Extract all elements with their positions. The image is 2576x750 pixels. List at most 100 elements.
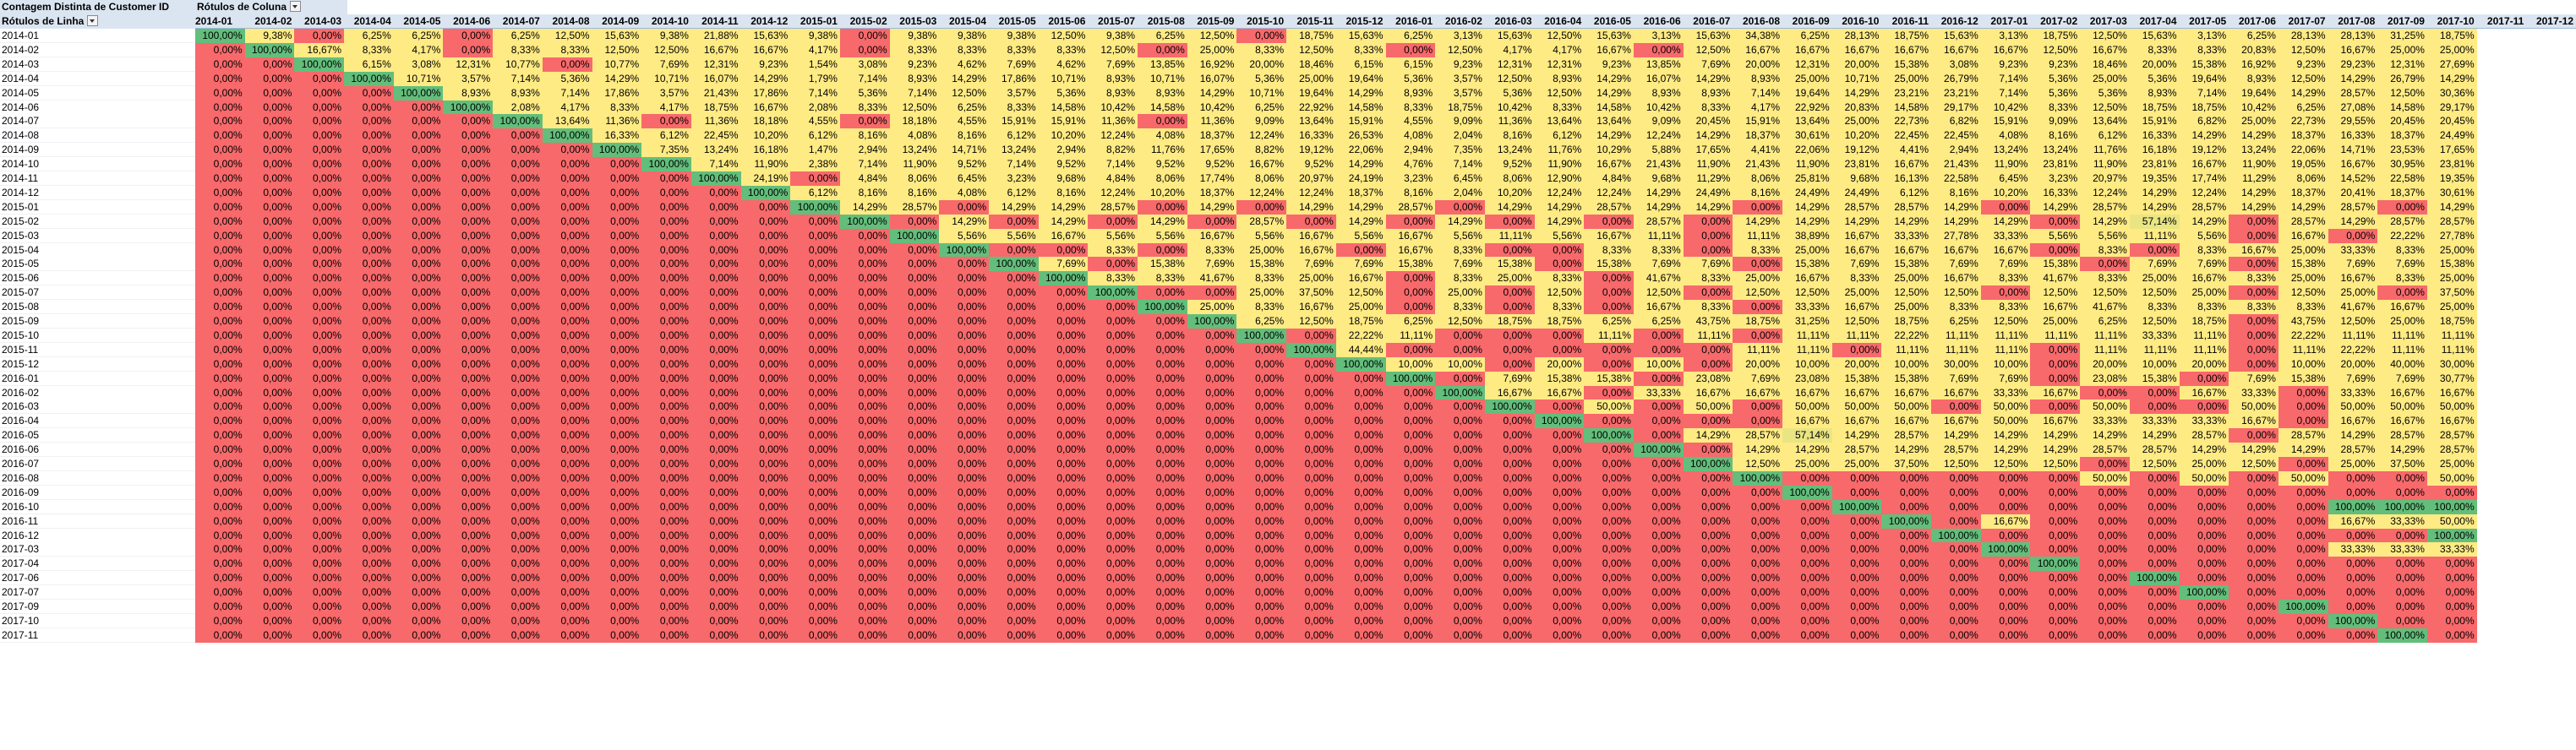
data-cell[interactable]: 8,33% xyxy=(1980,300,2031,315)
data-cell[interactable]: 18,75% xyxy=(2179,100,2229,115)
data-cell[interactable]: 0,00% xyxy=(1286,499,1336,514)
data-cell[interactable]: 15,38% xyxy=(1138,257,1187,272)
data-cell[interactable]: 0,00% xyxy=(889,399,940,415)
data-cell[interactable]: 0,00% xyxy=(542,499,592,514)
data-cell[interactable]: 100,00% xyxy=(1683,457,1733,471)
data-cell[interactable]: 0,00% xyxy=(889,414,940,429)
data-cell[interactable]: 0,00% xyxy=(1138,342,1187,357)
data-cell[interactable]: 4,17% xyxy=(1534,42,1585,57)
data-cell[interactable]: 12,50% xyxy=(2278,285,2328,301)
data-cell[interactable]: 20,41% xyxy=(2328,185,2378,200)
data-cell[interactable]: 0,00% xyxy=(839,328,890,343)
data-cell[interactable]: 5,56% xyxy=(1138,228,1187,243)
data-cell[interactable]: 0,00% xyxy=(195,571,245,586)
data-cell[interactable]: 0,00% xyxy=(2080,557,2130,572)
data-cell[interactable]: 10,00% xyxy=(1980,356,2031,372)
data-cell[interactable]: 0,00% xyxy=(294,613,345,628)
data-cell[interactable]: 8,33% xyxy=(1435,242,1485,258)
data-cell[interactable]: 26,79% xyxy=(2377,71,2427,86)
data-cell[interactable]: 8,33% xyxy=(542,42,592,57)
data-cell[interactable]: 5,56% xyxy=(2179,228,2229,243)
data-cell[interactable]: 29,23% xyxy=(2328,57,2378,72)
data-cell[interactable]: 0,00% xyxy=(1236,457,1287,471)
data-cell[interactable]: 0,00% xyxy=(2080,628,2130,643)
data-cell[interactable]: 0,00% xyxy=(2030,571,2081,586)
data-cell[interactable]: 0,00% xyxy=(592,356,642,372)
data-cell[interactable]: 8,06% xyxy=(1138,171,1187,186)
data-cell[interactable]: 16,92% xyxy=(1187,57,1237,72)
data-cell[interactable]: 0,00% xyxy=(195,628,245,643)
data-cell[interactable]: 0,00% xyxy=(1385,342,1436,357)
data-cell[interactable]: 8,93% xyxy=(1683,85,1733,101)
data-cell[interactable]: 16,67% xyxy=(1782,42,1832,57)
data-cell[interactable]: 0,00% xyxy=(1138,557,1187,572)
data-cell[interactable]: 8,33% xyxy=(989,42,1039,57)
data-cell[interactable]: 11,11% xyxy=(1484,228,1535,243)
data-cell[interactable]: 25,00% xyxy=(2129,271,2180,286)
data-cell[interactable]: 0,00% xyxy=(1335,470,1386,486)
data-cell[interactable]: 14,29% xyxy=(2030,443,2081,458)
data-cell[interactable]: 0,00% xyxy=(1038,585,1089,601)
data-cell[interactable]: 0,00% xyxy=(641,443,691,458)
data-cell[interactable]: 0,00% xyxy=(592,214,642,229)
data-cell[interactable]: 12,24% xyxy=(1088,185,1138,200)
data-cell[interactable]: 0,00% xyxy=(1831,470,1882,486)
data-cell[interactable]: 7,69% xyxy=(1931,257,1981,272)
data-cell[interactable]: 0,00% xyxy=(1335,571,1386,586)
data-cell[interactable]: 0,00% xyxy=(1435,600,1485,614)
data-cell[interactable]: 50,00% xyxy=(1683,399,1733,415)
data-cell[interactable]: 0,00% xyxy=(989,271,1039,286)
data-cell[interactable]: 0,00% xyxy=(1335,385,1386,400)
data-cell[interactable]: 8,16% xyxy=(1385,185,1436,200)
data-cell[interactable]: 0,00% xyxy=(839,499,890,514)
data-cell[interactable]: 22,45% xyxy=(690,128,741,144)
data-cell[interactable]: 8,06% xyxy=(889,171,940,186)
data-cell[interactable]: 57,14% xyxy=(2129,214,2180,229)
data-cell[interactable]: 25,00% xyxy=(1782,71,1832,86)
data-cell[interactable]: 0,00% xyxy=(641,114,691,129)
data-cell[interactable]: 0,00% xyxy=(195,585,245,601)
data-cell[interactable]: 33,33% xyxy=(2080,414,2130,429)
data-cell[interactable]: 13,24% xyxy=(989,143,1039,158)
data-cell[interactable]: 0,00% xyxy=(592,499,642,514)
data-cell[interactable]: 14,29% xyxy=(1931,214,1981,229)
data-cell[interactable]: 16,67% xyxy=(1584,42,1634,57)
data-cell[interactable]: 12,50% xyxy=(2030,285,2081,301)
data-cell[interactable]: 15,38% xyxy=(1385,257,1436,272)
data-cell[interactable]: 0,00% xyxy=(1484,485,1535,500)
data-cell[interactable]: 0,00% xyxy=(2030,214,2081,229)
data-cell[interactable]: 0,00% xyxy=(1187,285,1237,301)
data-cell[interactable]: 0,00% xyxy=(592,157,642,172)
data-cell[interactable]: 0,00% xyxy=(939,314,989,329)
data-cell[interactable]: 0,00% xyxy=(2030,528,2081,543)
data-cell[interactable] xyxy=(2476,443,2527,458)
data-cell[interactable]: 0,00% xyxy=(1831,613,1882,628)
data-cell[interactable] xyxy=(2526,585,2576,601)
data-cell[interactable]: 0,00% xyxy=(2377,600,2427,614)
data-cell[interactable]: 0,00% xyxy=(294,457,345,471)
data-cell[interactable]: 0,00% xyxy=(195,71,245,86)
data-cell[interactable] xyxy=(2526,257,2576,272)
data-cell[interactable]: 8,33% xyxy=(1138,271,1187,286)
data-cell[interactable]: 14,29% xyxy=(1683,71,1733,86)
data-cell[interactable]: 0,00% xyxy=(1980,285,2031,301)
data-cell[interactable]: 0,00% xyxy=(2229,342,2279,357)
data-cell[interactable]: 18,37% xyxy=(2377,128,2427,144)
data-cell[interactable]: 10,00% xyxy=(1385,356,1436,372)
data-cell[interactable]: 0,00% xyxy=(1534,600,1585,614)
data-cell[interactable]: 0,00% xyxy=(2030,613,2081,628)
data-cell[interactable]: 0,00% xyxy=(1584,557,1634,572)
data-cell[interactable]: 0,00% xyxy=(2080,585,2130,601)
data-cell[interactable]: 41,67% xyxy=(1187,271,1237,286)
data-cell[interactable] xyxy=(2476,42,2527,57)
data-cell[interactable]: 12,50% xyxy=(1187,29,1237,43)
data-cell[interactable]: 0,00% xyxy=(542,285,592,301)
data-cell[interactable]: 16,67% xyxy=(2229,242,2279,258)
data-cell[interactable]: 16,67% xyxy=(1286,242,1336,258)
data-cell[interactable]: 0,00% xyxy=(493,499,543,514)
data-cell[interactable]: 0,00% xyxy=(1236,356,1287,372)
data-cell[interactable]: 0,00% xyxy=(2278,457,2328,471)
data-cell[interactable]: 0,00% xyxy=(1733,300,1782,315)
data-cell[interactable]: 0,00% xyxy=(592,485,642,500)
data-cell[interactable]: 0,00% xyxy=(1534,457,1585,471)
